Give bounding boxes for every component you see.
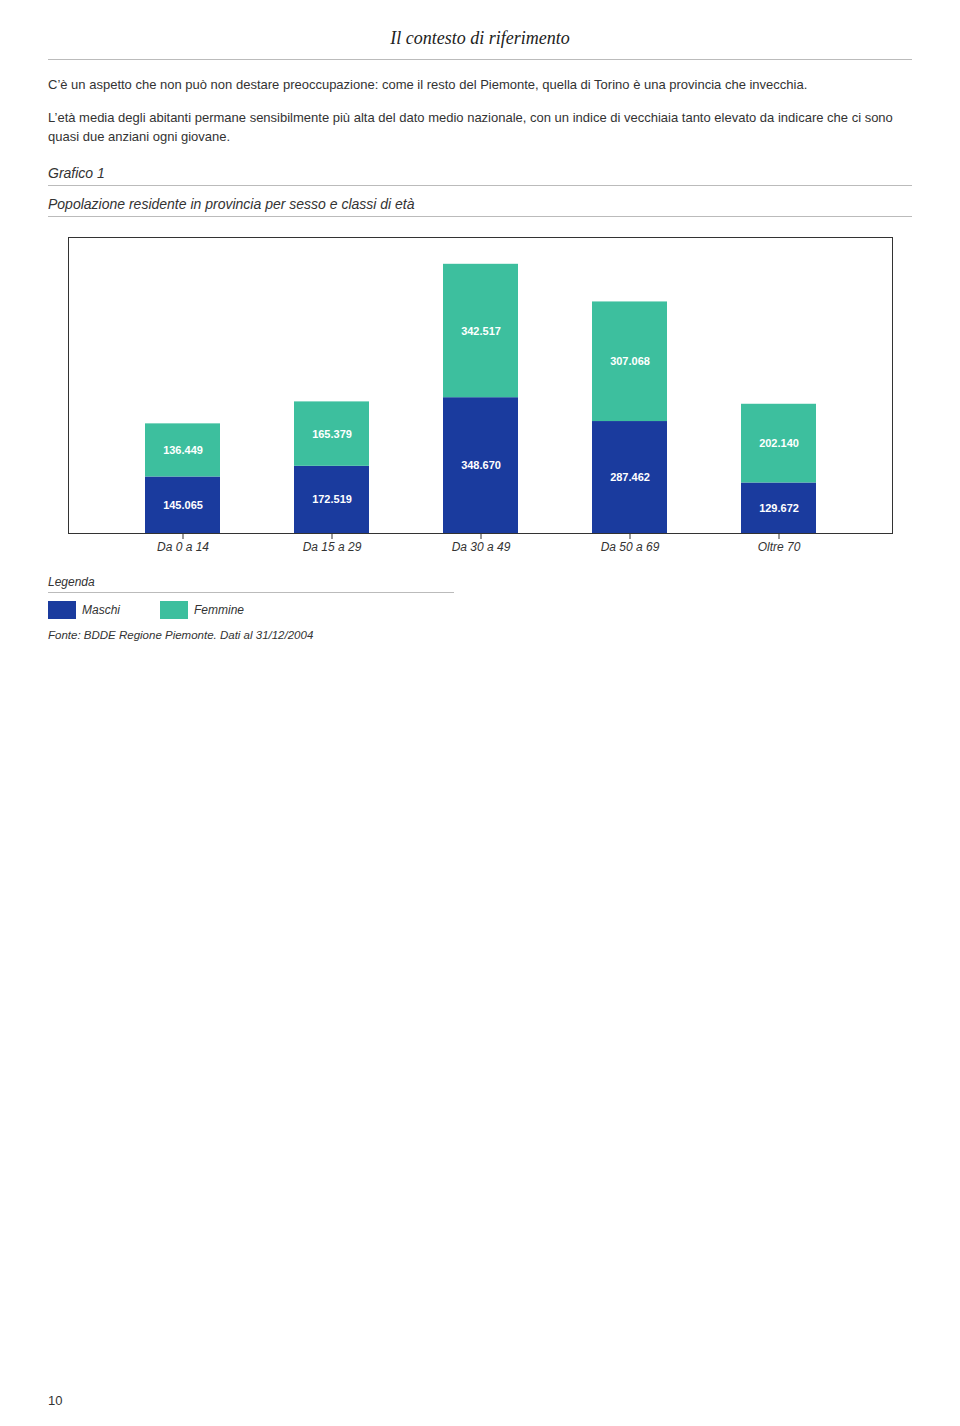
html-text:Popolazione residente in provi: Popolazione residente in provincia per s…: [48, 195, 415, 212]
svg-text:136.449: 136.449: [163, 443, 203, 455]
svg-text:307.068: 307.068: [610, 355, 650, 367]
svg-text:145.065: 145.065: [163, 498, 203, 510]
html-text:Il contesto di riferimento: Il contesto di riferimento: [390, 28, 570, 48]
svg-text:348.670: 348.670: [461, 459, 501, 471]
html-text:L’età media degli abitanti per: L’età media degli abitanti permane sensi…: [48, 109, 893, 144]
html-text:Grafico 1: Grafico 1: [48, 164, 105, 181]
svg-text:342.517: 342.517: [461, 324, 501, 336]
html-text:Fonte: BDDE Regione Piemonte.: Fonte: BDDE Regione Piemonte. Dati al 31…: [48, 628, 314, 641]
html-text:Maschi: Maschi: [82, 602, 120, 617]
svg-text:Oltre 70: Oltre 70: [758, 540, 801, 554]
svg-text:202.140: 202.140: [759, 437, 799, 449]
svg-text:Da 0 a 14: Da 0 a 14: [157, 540, 209, 554]
svg-text:129.672: 129.672: [759, 501, 799, 513]
html-text:10: 10: [48, 1393, 63, 1408]
html-text:Femmine: Femmine: [194, 602, 244, 617]
svg-text:165.379: 165.379: [312, 427, 352, 439]
html-text:C’è un aspetto che non può non: C’è un aspetto che non può non destare p…: [48, 77, 808, 92]
svg-text:Da 15 a 29: Da 15 a 29: [303, 540, 362, 554]
html-text:Legenda: Legenda: [48, 574, 95, 589]
svg-text:Da 30 a 49: Da 30 a 49: [452, 540, 511, 554]
svg-text:172.519: 172.519: [312, 493, 352, 505]
svg-text:287.462: 287.462: [610, 471, 650, 483]
svg-text:Da 50 a 69: Da 50 a 69: [601, 540, 660, 554]
